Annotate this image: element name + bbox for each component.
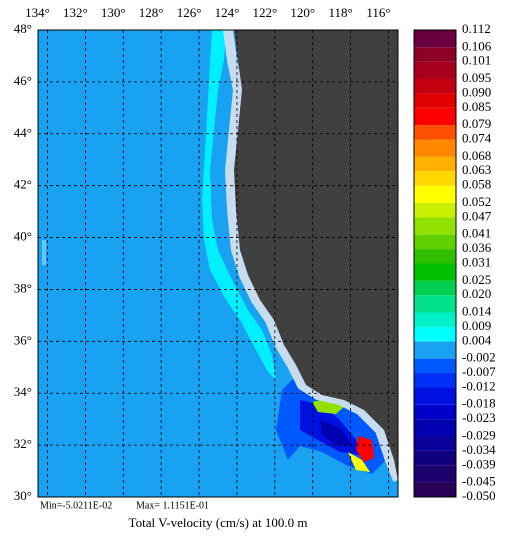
x-tick-label: 122° <box>252 5 277 20</box>
colorbar-label: -0.029 <box>462 427 496 442</box>
colorbar-label: -0.034 <box>462 442 496 457</box>
y-tick-label: 48° <box>14 21 32 36</box>
coastal-band <box>202 30 276 380</box>
colorbar-band <box>414 373 456 388</box>
colorbar-label: -0.039 <box>462 456 496 471</box>
max-label: Max= 1.1151E-01 <box>136 500 209 511</box>
colorbar-frame <box>413 29 457 498</box>
y-tick-label: 32° <box>14 436 32 451</box>
x-tick-label: 120° <box>290 5 315 20</box>
colorbar-band <box>414 171 456 186</box>
chart-title: Total V-velocity (cm/s) at 100.0 m <box>129 515 308 530</box>
y-tick-label: 38° <box>14 280 32 295</box>
colorbar-band <box>414 482 456 497</box>
y-tick-label: 44° <box>14 125 32 140</box>
colorbar-label: 0.063 <box>462 162 491 177</box>
x-tick-label: 124° <box>215 5 240 20</box>
offshore-patch <box>42 240 46 265</box>
coast-strip <box>223 30 398 482</box>
colorbar-band <box>414 404 456 420</box>
colorbar-label: 0.004 <box>462 332 492 347</box>
colorbar-band <box>414 139 456 157</box>
colorbar-label: 0.068 <box>462 148 491 163</box>
y-tick-label: 30° <box>14 488 32 503</box>
colorbar-band <box>414 280 456 296</box>
colorbar-band <box>414 30 456 48</box>
positive-rim <box>348 452 370 472</box>
colorbar-band <box>414 358 456 374</box>
x-tick-label: 116° <box>366 5 390 20</box>
x-tick-label: 132° <box>63 5 88 20</box>
colorbar-label: -0.012 <box>462 378 496 393</box>
negative-center <box>320 420 352 445</box>
colorbar-label: 0.009 <box>462 318 491 333</box>
colorbar-label: 0.101 <box>462 53 491 68</box>
x-tick-label: 128° <box>139 5 164 20</box>
land <box>234 30 398 480</box>
colorbar-band <box>414 312 456 327</box>
y-tick-label: 36° <box>14 332 32 347</box>
colorbar-label: 0.058 <box>462 177 491 192</box>
grid <box>38 30 398 497</box>
colorbar-band <box>414 202 456 218</box>
colorbar-band <box>414 93 456 108</box>
colorbar-band <box>414 79 456 94</box>
colorbar-band <box>414 263 456 281</box>
map-frame <box>37 29 399 498</box>
colorbar-label: 0.020 <box>462 286 491 301</box>
x-tick-label: 118° <box>329 5 353 20</box>
x-tick-label: 126° <box>177 5 202 20</box>
colorbar-label: 0.031 <box>462 254 491 269</box>
colorbar-label: 0.036 <box>462 240 492 255</box>
colorbar-band <box>414 47 456 62</box>
colorbar-band <box>414 295 456 313</box>
colorbar-label: 0.090 <box>462 84 491 99</box>
positive-core <box>356 436 374 462</box>
colorbar-label: -0.050 <box>462 488 496 503</box>
colorbar-label: 0.112 <box>462 21 491 36</box>
map-field <box>38 30 398 497</box>
colorbar-label: -0.002 <box>462 350 496 365</box>
colorbar-band <box>414 234 456 250</box>
colorbar-label: 0.074 <box>462 131 492 146</box>
y-tick-label: 46° <box>14 73 32 88</box>
x-tick-label: 130° <box>101 5 126 20</box>
colorbar-band <box>414 387 456 405</box>
colorbar-band <box>414 185 456 203</box>
colorbar-label: -0.045 <box>462 474 496 489</box>
colorbar-label: 0.025 <box>462 272 491 287</box>
colorbar-label: 0.052 <box>462 194 491 209</box>
colorbar: -0.050-0.045-0.039-0.034-0.029-0.023-0.0… <box>413 21 496 503</box>
min-label: Min=-5.0211E-02 <box>40 500 112 511</box>
colorbar-label: -0.018 <box>462 396 496 411</box>
colorbar-band <box>414 341 456 359</box>
x-tick-label: 134° <box>25 5 50 20</box>
y-tick-label: 40° <box>14 229 32 244</box>
colorbar-band <box>414 156 456 172</box>
colorbar-band <box>414 436 456 451</box>
colorbar-label: -0.023 <box>462 410 496 425</box>
colorbar-band <box>414 249 456 264</box>
colorbar-label: 0.014 <box>462 303 492 318</box>
colorbar-band <box>414 326 456 342</box>
colorbar-band <box>414 450 456 466</box>
colorbar-band <box>414 61 456 80</box>
colorbar-label: 0.047 <box>462 208 492 223</box>
y-tick-label: 42° <box>14 177 32 192</box>
colorbar-band <box>414 125 456 140</box>
colorbar-label: 0.079 <box>462 116 491 131</box>
colorbar-band <box>414 465 456 483</box>
colorbar-label: 0.106 <box>462 38 492 53</box>
y-tick-label: 34° <box>14 384 32 399</box>
colorbar-band <box>414 107 456 126</box>
colorbar-label: 0.095 <box>462 70 491 85</box>
colorbar-band <box>414 217 456 235</box>
colorbar-label: 0.085 <box>462 99 491 114</box>
colorbar-band <box>414 419 456 437</box>
colorbar-label: 0.041 <box>462 226 491 241</box>
colorbar-label: -0.007 <box>462 364 496 379</box>
